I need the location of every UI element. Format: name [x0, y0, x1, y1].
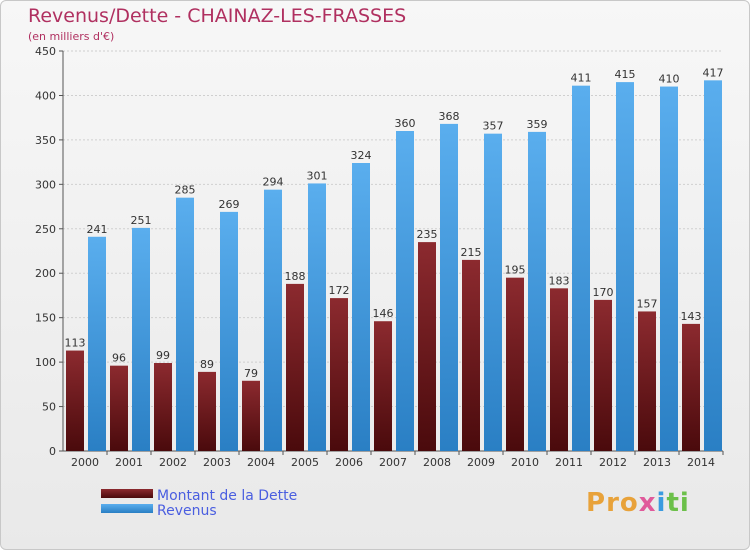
legend-label-revenus: Revenus: [157, 503, 217, 519]
y-tick-label: 200: [35, 267, 56, 280]
bar-revenus: [440, 123, 458, 451]
legend-swatch-revenus: [101, 504, 153, 513]
bar-revenus: [352, 163, 370, 451]
legend: Montant de la Dette Revenus: [101, 488, 297, 519]
y-tick-label: 0: [49, 445, 56, 458]
x-tick-label: 2000: [71, 456, 99, 469]
bar-dette: [110, 365, 128, 451]
value-label-revenus: 357: [483, 120, 504, 133]
value-label-dette: 89: [200, 358, 214, 371]
bar-revenus: [220, 211, 238, 451]
value-label-dette: 172: [329, 284, 350, 297]
bar-dette: [418, 242, 436, 451]
value-label-revenus: 241: [87, 223, 108, 236]
bar-dette: [462, 259, 480, 451]
bar-revenus: [396, 131, 414, 451]
value-label-revenus: 411: [571, 72, 592, 85]
y-tick-label: 400: [35, 89, 56, 102]
bar-dette: [66, 350, 84, 451]
x-tick-label: 2004: [247, 456, 275, 469]
bar-dette: [330, 298, 348, 451]
value-label-revenus: 368: [439, 110, 460, 123]
x-tick-label: 2011: [555, 456, 583, 469]
bar-revenus: [572, 85, 590, 452]
value-label-dette: 235: [417, 228, 438, 241]
x-tick-label: 2009: [467, 456, 495, 469]
chart-title: Revenus/Dette - CHAINAZ-LES-FRASSES: [28, 5, 407, 27]
value-label-revenus: 269: [219, 198, 240, 211]
proxiti-logo: Proxiti: [586, 488, 690, 518]
value-label-dette: 96: [112, 352, 126, 365]
value-label-dette: 170: [593, 286, 614, 299]
bar-revenus: [616, 82, 634, 451]
value-label-revenus: 324: [351, 149, 372, 162]
value-label-dette: 195: [505, 264, 526, 277]
value-label-revenus: 415: [615, 68, 636, 81]
bar-dette: [286, 283, 304, 451]
y-tick-label: 350: [35, 134, 56, 147]
bar-revenus: [264, 189, 282, 451]
value-label-revenus: 360: [395, 117, 416, 130]
bar-dette: [506, 277, 524, 451]
bar-dette: [638, 311, 656, 451]
x-tick-label: 2007: [379, 456, 407, 469]
value-label-revenus: 294: [263, 176, 284, 189]
axes: 0 50 100 150 200 250 300 350 400 450 2000 2001 2002 2…: [35, 45, 724, 469]
bar-revenus: [132, 227, 150, 451]
bar-revenus: [308, 183, 326, 451]
value-label-revenus: 285: [175, 184, 196, 197]
grid-lines: [63, 50, 723, 408]
x-tick-label: 2003: [203, 456, 231, 469]
value-label-dette: 215: [461, 246, 482, 259]
bar-dette: [154, 363, 172, 451]
bar-dette: [594, 299, 612, 451]
bar-dette: [198, 371, 216, 451]
value-label-dette: 183: [549, 274, 570, 287]
bar-revenus: [176, 197, 194, 451]
x-tick-label: 2008: [423, 456, 451, 469]
bar-dette: [374, 321, 392, 451]
value-label-dette: 99: [156, 349, 170, 362]
value-label-dette: 146: [373, 307, 394, 320]
bar-dette: [682, 323, 700, 451]
value-label-dette: 143: [681, 310, 702, 323]
y-tick-label: 50: [42, 401, 56, 414]
bar-revenus: [704, 80, 722, 451]
x-tick-label: 2005: [291, 456, 319, 469]
legend-swatch-dette: [101, 489, 153, 498]
bar-revenus: [528, 131, 546, 451]
chart-subtitle: (en milliers d'€): [28, 30, 115, 43]
x-tick-label: 2012: [599, 456, 627, 469]
y-tick-label: 300: [35, 178, 56, 191]
value-label-revenus: 359: [527, 118, 548, 131]
x-tick-label: 2006: [335, 456, 363, 469]
x-tick-label: 2001: [115, 456, 143, 469]
y-tick-label: 250: [35, 223, 56, 236]
value-label-dette: 157: [637, 297, 658, 310]
x-tick-label: 2010: [511, 456, 539, 469]
x-tick-label: 2013: [643, 456, 671, 469]
value-label-dette: 79: [244, 367, 258, 380]
bar-revenus: [484, 133, 502, 451]
value-label-revenus: 251: [131, 214, 152, 227]
bar-dette: [550, 288, 568, 451]
value-label-dette: 113: [65, 337, 86, 350]
value-label-revenus: 417: [703, 66, 724, 79]
value-label-revenus: 410: [659, 73, 680, 86]
value-label-dette: 188: [285, 270, 306, 283]
y-tick-label: 450: [35, 45, 56, 58]
bars: [66, 80, 722, 452]
y-tick-label: 100: [35, 356, 56, 369]
bar-revenus: [88, 236, 106, 451]
x-tick-label: 2002: [159, 456, 187, 469]
value-labels: 113 241 96 251 99 285 89 269 79 294 188 301 172 324 14…: [65, 66, 724, 379]
bar-dette: [242, 380, 260, 451]
bar-revenus: [660, 86, 678, 452]
value-label-revenus: 301: [307, 169, 328, 182]
legend-label-dette: Montant de la Dette: [157, 488, 297, 504]
x-tick-label: 2014: [687, 456, 715, 469]
y-tick-label: 150: [35, 312, 56, 325]
